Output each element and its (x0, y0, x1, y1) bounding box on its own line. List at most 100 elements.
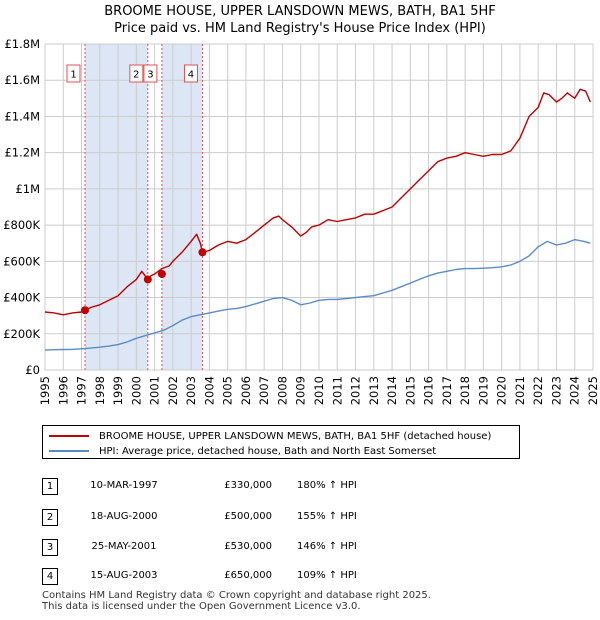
shaded-band (85, 44, 148, 370)
legend-line-property (49, 435, 89, 437)
y-tick-label: £600K (3, 254, 40, 268)
sale-point (143, 275, 152, 284)
x-tick-label: 2024 (568, 376, 582, 405)
y-tick-label: £800K (3, 218, 40, 232)
sale-number: 4 (42, 568, 58, 585)
sale-row: 1 10-MAR-1997 £330,000 180% ↑ HPI (42, 478, 442, 495)
sale-row: 2 18-AUG-2000 £500,000 155% ↑ HPI (42, 509, 442, 526)
hpi-line (44, 238, 591, 351)
x-tick-label: 2015 (403, 376, 417, 405)
x-tick-label: 2009 (294, 376, 308, 405)
shaded-bands (85, 44, 203, 370)
x-tick-label: 2014 (385, 376, 399, 405)
sale-date: 15-AUG-2003 (90, 570, 158, 581)
x-tick-label: 2017 (440, 376, 454, 405)
sale-point (81, 306, 90, 315)
sale-marker-box: 2 (129, 64, 144, 83)
sale-price: £500,000 (224, 511, 272, 522)
axis-labels: £0 £200K £400K £600K £800K £1M £1.2M £1.4M £1.6M… (3, 37, 600, 405)
sale-price: £330,000 (224, 480, 272, 491)
series-lines (44, 88, 591, 351)
sale-hpi-change: 155% ↑ HPI (297, 511, 357, 522)
chart-title-line1: BROOME HOUSE, UPPER LANSDOWN MEWS, BATH,… (104, 4, 496, 19)
x-tick-label: 2010 (312, 376, 326, 405)
legend-label-hpi: HPI: Average price, detached house, Bath… (99, 445, 437, 457)
x-tick-label: 1997 (75, 376, 89, 405)
x-tick-label: 2019 (476, 376, 490, 405)
y-tick-label: £1.4M (4, 109, 40, 123)
legend-item-property: BROOME HOUSE, UPPER LANSDOWN MEWS, BATH,… (49, 429, 491, 443)
x-tick-label: 2008 (275, 376, 289, 405)
y-tick-label: £1M (15, 182, 40, 196)
sale-points (81, 248, 207, 315)
sale-price: £530,000 (224, 541, 272, 552)
footer: Contains HM Land Registry data © Crown c… (42, 590, 431, 612)
sale-date: 25-MAY-2001 (91, 541, 157, 552)
sale-row: 4 15-AUG-2003 £650,000 109% ↑ HPI (42, 568, 442, 585)
sale-date: 10-MAR-1997 (90, 480, 158, 491)
x-tick-label: 2023 (549, 376, 563, 405)
x-tick-label: 2022 (531, 376, 545, 405)
sale-marker-label: 2 (133, 70, 139, 81)
x-tick-label: 1998 (93, 376, 107, 405)
sale-marker-box-frame (66, 64, 81, 83)
x-tick-label: 2012 (349, 376, 363, 405)
sale-point (198, 248, 207, 257)
sale-marker-box: 3 (143, 64, 158, 83)
x-tick-label: 2006 (239, 376, 253, 405)
legend: BROOME HOUSE, UPPER LANSDOWN MEWS, BATH,… (42, 425, 520, 459)
x-tick-label: 2021 (513, 376, 527, 405)
sale-number: 1 (42, 478, 58, 495)
legend-item-hpi: HPI: Average price, detached house, Bath… (49, 444, 436, 458)
sale-marker-label: 3 (147, 70, 153, 81)
y-tick-label: £400K (3, 291, 40, 305)
legend-line-hpi (49, 450, 89, 452)
x-tick-label: 2002 (166, 376, 180, 405)
y-tick-label: £0 (25, 363, 40, 377)
chart-title: BROOME HOUSE, UPPER LANSDOWN MEWS, BATH,… (0, 3, 600, 37)
x-tick-label: 2025 (586, 376, 600, 405)
x-tick-label: 2005 (221, 376, 235, 405)
x-tick-label: 2000 (129, 376, 143, 405)
x-tick-label: 2016 (422, 376, 436, 405)
x-tick-label: 2018 (458, 376, 472, 405)
x-tick-label: 1995 (38, 376, 52, 405)
x-tick-label: 1999 (111, 376, 125, 405)
sale-point (157, 270, 166, 279)
sale-number: 2 (42, 509, 58, 526)
sale-hpi-change: 146% ↑ HPI (297, 541, 357, 552)
sale-date: 18-AUG-2000 (90, 511, 158, 522)
sale-marker-box-frame (143, 64, 158, 83)
footer-copyright: Contains HM Land Registry data © Crown c… (42, 590, 431, 601)
x-tick-label: 2020 (495, 376, 509, 405)
y-tick-label: £1.6M (4, 73, 40, 87)
sale-marker-box: 1 (66, 64, 81, 83)
sale-marker-label: 1 (70, 70, 76, 81)
sale-marker-label: 4 (188, 70, 194, 81)
chart-title-line2: Price paid vs. HM Land Registry's House … (114, 21, 486, 36)
sale-marker-box: 4 (183, 64, 198, 83)
sale-row: 3 25-MAY-2001 £530,000 146% ↑ HPI (42, 539, 442, 556)
x-tick-label: 1996 (56, 376, 70, 405)
sale-price: £650,000 (224, 570, 272, 581)
x-tick-label: 2011 (330, 376, 344, 405)
y-tick-label: £1.8M (4, 37, 40, 51)
x-tick-label: 2003 (184, 376, 198, 405)
footer-licence: This data is licensed under the Open Gov… (42, 601, 361, 612)
sale-marker-box-frame (129, 64, 144, 83)
sale-marker-box-frame (183, 64, 198, 83)
x-tick-label: 2004 (202, 376, 216, 405)
sale-hpi-change: 180% ↑ HPI (297, 480, 357, 491)
shaded-band (161, 44, 203, 370)
sale-number: 3 (42, 539, 58, 556)
y-tick-label: £200K (3, 327, 40, 341)
legend-label-property: BROOME HOUSE, UPPER LANSDOWN MEWS, BATH,… (99, 430, 492, 442)
sale-hpi-change: 109% ↑ HPI (297, 570, 357, 581)
x-tick-label: 2001 (148, 376, 162, 405)
x-tick-label: 2007 (257, 376, 271, 405)
property-price-line (44, 88, 591, 316)
y-tick-label: £1.2M (4, 146, 40, 160)
x-tick-label: 2013 (367, 376, 381, 405)
